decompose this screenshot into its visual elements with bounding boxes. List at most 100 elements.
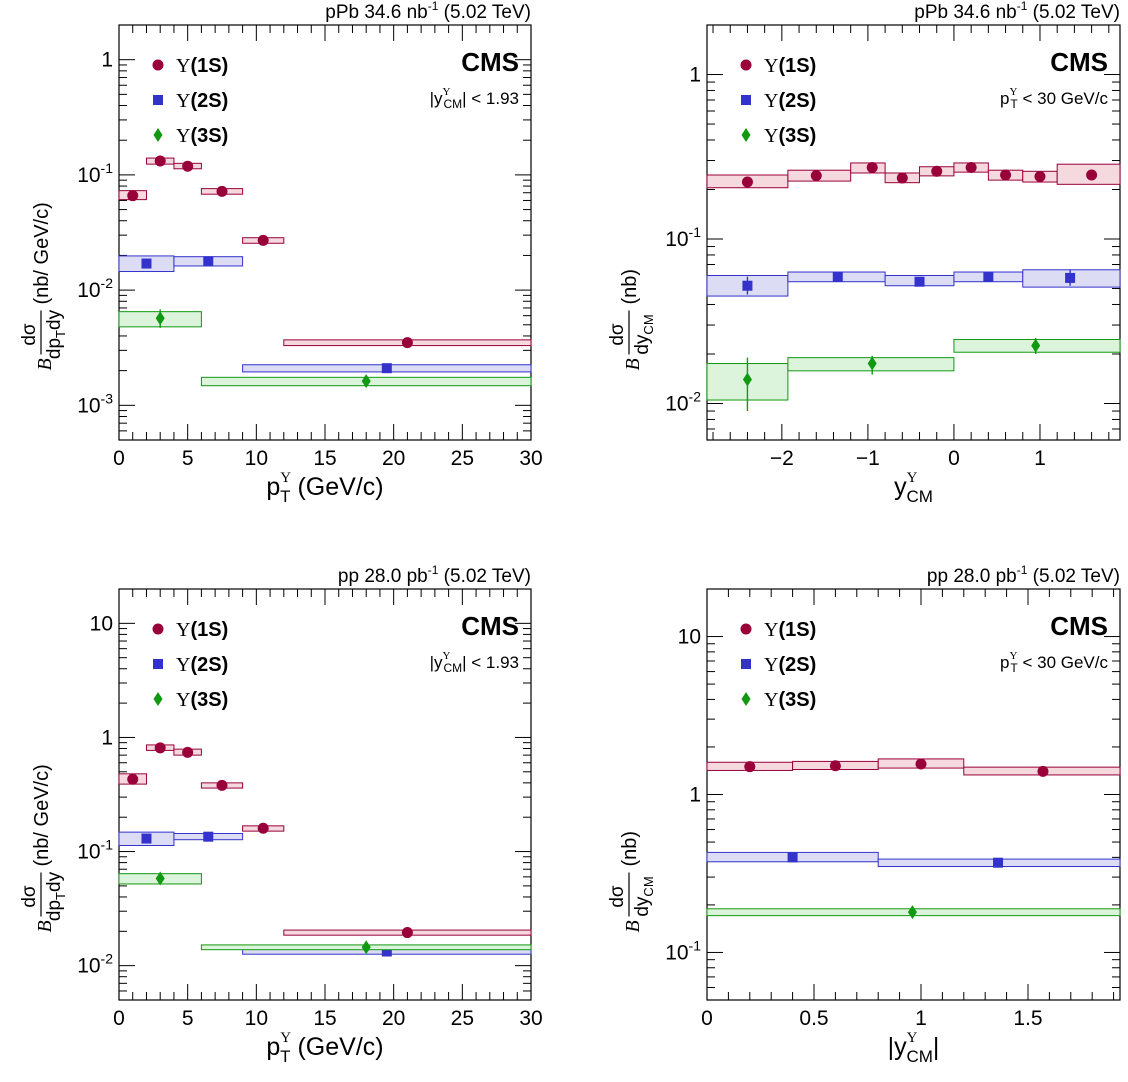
data-point — [182, 746, 194, 758]
data-point — [381, 363, 392, 374]
y-axis-b: B — [34, 920, 56, 932]
data-point — [154, 155, 166, 167]
series-3S — [118, 871, 532, 955]
data-point — [931, 165, 943, 177]
x-tick-label: 30 — [519, 1007, 542, 1030]
legend-entry-3S: Υ(3S) — [741, 689, 816, 711]
legend-entry-3S: Υ(3S) — [741, 125, 816, 147]
cut-label: |yΥ CM| < 1.93 — [430, 86, 519, 111]
x-tick-label: 30 — [519, 447, 542, 470]
legend-marker — [152, 623, 164, 635]
legend-label: Υ(1S) — [176, 619, 228, 641]
x-axis-title: |yΥ CM| — [888, 1030, 940, 1066]
y-axis-title: Bdσ dyCM (nb) — [607, 831, 656, 933]
legend-label: Υ(3S) — [764, 125, 816, 147]
x-tick-label: 0.5 — [799, 1007, 828, 1030]
y-axis-unit: (nb) — [619, 269, 641, 305]
data-point — [787, 852, 798, 863]
series-1S — [118, 155, 532, 349]
legend-entry-1S: Υ(1S) — [152, 55, 228, 77]
x-tick-label: 5 — [182, 1007, 194, 1030]
series-2S — [118, 255, 532, 374]
cms-label: CMS — [1050, 611, 1108, 641]
legend-entry-3S: Υ(3S) — [153, 689, 228, 711]
data-point — [1065, 272, 1076, 283]
y-axis-title: Bdσ dyCM (nb) — [607, 269, 656, 371]
chart-panel-2: pPb 34.6 nb-1 (5.02 TeV) 10-2 10-1 1 −2 −1 0 1 y… — [607, 0, 1121, 506]
legend-marker — [741, 692, 751, 706]
legend-marker — [153, 692, 163, 706]
legend-marker — [153, 659, 163, 669]
legend-entry-3S: Υ(3S) — [153, 125, 228, 147]
y-tick-label: 1 — [101, 726, 113, 749]
y-axis-denominator: dpTdy — [44, 309, 68, 359]
cms-label: CMS — [461, 611, 519, 641]
x-tick-label: 0 — [701, 1007, 713, 1030]
cms-label: CMS — [1050, 47, 1108, 77]
cut-label: pΥ T < 30 GeV/c — [1000, 86, 1109, 111]
y-tick-label: 1 — [689, 784, 701, 807]
y-axis-b: B — [34, 358, 56, 370]
legend-label: Υ(1S) — [764, 55, 816, 77]
y-tick-label: 10-1 — [665, 937, 701, 964]
y-axis-b: B — [622, 920, 644, 932]
data-point — [361, 374, 371, 389]
x-axis-title: pΥ T (GeV/c) — [266, 470, 383, 506]
legend-label: Υ(3S) — [176, 125, 228, 147]
x-tick-label: 10 — [245, 447, 268, 470]
data-point — [993, 857, 1004, 868]
y-axis-unit: (nb) — [619, 831, 641, 867]
data-point — [1034, 170, 1046, 182]
y-tick-label: 1 — [101, 49, 113, 72]
x-tick-label: 0 — [113, 1007, 125, 1030]
cut-label: pΥ T < 30 GeV/c — [1000, 650, 1109, 675]
x-tick-label: 25 — [451, 1007, 474, 1030]
y-axis-unit: (nb/ GeV/c) — [31, 764, 53, 866]
legend-marker — [740, 59, 752, 71]
y-axis-denominator: dyCM — [632, 314, 656, 354]
y-tick-label: 1 — [689, 64, 701, 87]
series-1S — [118, 742, 532, 939]
data-point — [965, 162, 977, 174]
data-point — [257, 822, 269, 834]
chart-panel-4: pp 28.0 pb-1 (5.02 TeV) 10-1 1 10 0 0.5 1 1.5 |y… — [607, 563, 1121, 1066]
data-point — [381, 946, 392, 957]
legend-marker — [741, 659, 751, 669]
x-tick-label: −1 — [856, 447, 880, 470]
y-tick-label: 10-1 — [77, 837, 113, 864]
data-point — [401, 927, 413, 939]
data-point — [866, 162, 878, 174]
data-point — [1086, 169, 1098, 181]
data-point — [741, 176, 753, 188]
legend-marker — [741, 95, 751, 105]
data-point — [907, 905, 917, 920]
legend-entry-1S: Υ(1S) — [740, 619, 816, 641]
data-point — [983, 271, 994, 282]
data-point — [155, 311, 165, 326]
data-point — [742, 372, 752, 387]
data-point — [257, 234, 269, 246]
data-point — [203, 831, 214, 842]
legend-entry-2S: Υ(2S) — [741, 90, 816, 112]
series-3S — [706, 338, 1121, 412]
legend-entry-2S: Υ(2S) — [153, 654, 228, 676]
data-point — [182, 160, 194, 172]
data-point — [216, 185, 228, 197]
x-tick-label: −2 — [770, 447, 794, 470]
data-point — [141, 833, 152, 844]
x-tick-label: 20 — [382, 1007, 405, 1030]
data-point — [141, 258, 152, 269]
series-1S — [706, 758, 1121, 777]
legend-entry-2S: Υ(2S) — [153, 90, 228, 112]
data-point — [832, 271, 843, 282]
data-point — [216, 779, 228, 791]
x-tick-label: 1 — [915, 1007, 927, 1030]
legend-label: Υ(2S) — [764, 90, 816, 112]
y-tick-label: 10-1 — [665, 224, 701, 251]
x-tick-label: 15 — [313, 1007, 336, 1030]
y-tick-label: 10-3 — [77, 390, 113, 417]
lumi-header: pPb 34.6 nb-1 (5.02 TeV) — [325, 0, 531, 23]
series-3S — [118, 309, 532, 389]
